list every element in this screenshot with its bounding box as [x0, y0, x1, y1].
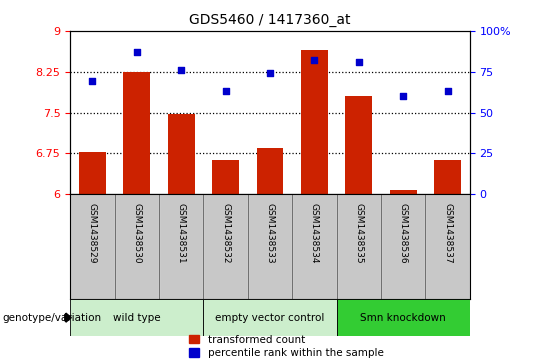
Point [221, 88, 230, 94]
Point [132, 49, 141, 55]
Bar [168, 114, 194, 194]
FancyBboxPatch shape [204, 299, 336, 336]
Point [177, 67, 186, 73]
Point [399, 93, 408, 99]
Point [310, 57, 319, 63]
Point [443, 88, 452, 94]
FancyBboxPatch shape [70, 299, 204, 336]
Text: GSM1438535: GSM1438535 [354, 203, 363, 263]
Bar [256, 148, 284, 194]
Point [266, 70, 274, 76]
Bar [124, 72, 150, 194]
Point [88, 78, 97, 84]
Text: GSM1438532: GSM1438532 [221, 203, 230, 263]
Legend: transformed count, percentile rank within the sample: transformed count, percentile rank withi… [185, 330, 388, 362]
Bar [434, 160, 461, 194]
Text: genotype/variation: genotype/variation [3, 313, 102, 323]
Bar [79, 152, 106, 194]
Text: Smn knockdown: Smn knockdown [360, 313, 446, 323]
Text: GSM1438529: GSM1438529 [88, 203, 97, 263]
Bar [212, 160, 239, 194]
Bar [346, 96, 372, 194]
Text: empty vector control: empty vector control [215, 313, 325, 323]
Text: wild type: wild type [113, 313, 160, 323]
Text: GSM1438536: GSM1438536 [399, 203, 408, 263]
Text: GSM1438537: GSM1438537 [443, 203, 452, 263]
Title: GDS5460 / 1417360_at: GDS5460 / 1417360_at [189, 13, 351, 27]
Text: GSM1438531: GSM1438531 [177, 203, 186, 263]
FancyBboxPatch shape [336, 299, 470, 336]
Point [354, 59, 363, 65]
Bar [390, 190, 416, 194]
Text: GSM1438530: GSM1438530 [132, 203, 141, 263]
Text: GSM1438534: GSM1438534 [310, 203, 319, 263]
Bar [301, 50, 328, 194]
Text: GSM1438533: GSM1438533 [266, 203, 274, 263]
